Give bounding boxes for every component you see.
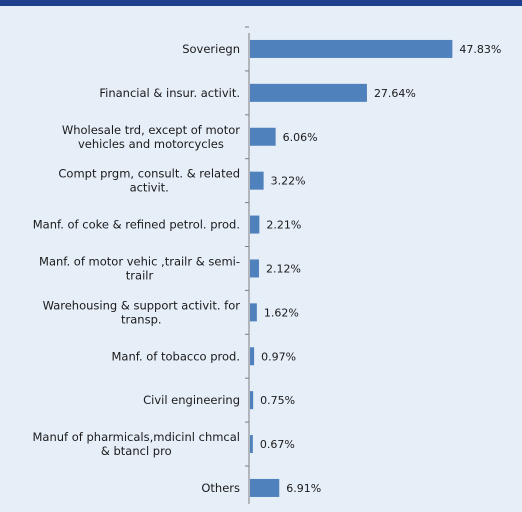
bar bbox=[250, 259, 259, 278]
category-label: Manf. of coke & refined petrol. prod. bbox=[33, 218, 240, 232]
data-label: 47.83% bbox=[459, 43, 501, 56]
bar bbox=[250, 303, 257, 322]
category-label: Compt prgm, consult. & related activit. bbox=[58, 167, 240, 195]
data-label: 2.21% bbox=[266, 219, 301, 232]
category-label: Civil engineering bbox=[143, 393, 240, 407]
data-label: 27.64% bbox=[374, 87, 416, 100]
data-label: 2.12% bbox=[266, 262, 301, 275]
data-label: 6.91% bbox=[286, 482, 321, 495]
bar bbox=[250, 39, 453, 58]
data-label: 6.06% bbox=[283, 131, 318, 144]
bar bbox=[250, 435, 253, 454]
category-label: Manf. of tobacco prod. bbox=[111, 349, 240, 363]
data-label: 0.67% bbox=[260, 438, 295, 451]
data-label: 3.22% bbox=[271, 175, 306, 188]
data-label: 1.62% bbox=[264, 306, 299, 319]
bar bbox=[250, 83, 367, 102]
data-label: 0.97% bbox=[261, 350, 296, 363]
header-strip bbox=[0, 0, 522, 6]
bar bbox=[250, 127, 276, 146]
category-label: Soveriegn bbox=[182, 42, 240, 56]
category-label: Manf. of motor vehic ,trailr & semi-trai… bbox=[39, 254, 240, 282]
category-label: Wholesale trd, except of motor vehicles a… bbox=[62, 123, 240, 151]
data-label: 0.75% bbox=[260, 394, 295, 407]
bar bbox=[250, 478, 280, 497]
category-label: Manuf of pharmicals,mdicinl chmcal & btan… bbox=[33, 430, 241, 458]
category-label: Warehousing & support activit. for transp… bbox=[43, 298, 241, 326]
bar bbox=[250, 347, 255, 366]
bar bbox=[250, 171, 264, 190]
bar bbox=[250, 215, 260, 234]
bar bbox=[250, 391, 254, 410]
category-label: Financial & insur. activit. bbox=[99, 86, 240, 100]
category-label: Others bbox=[201, 481, 240, 495]
